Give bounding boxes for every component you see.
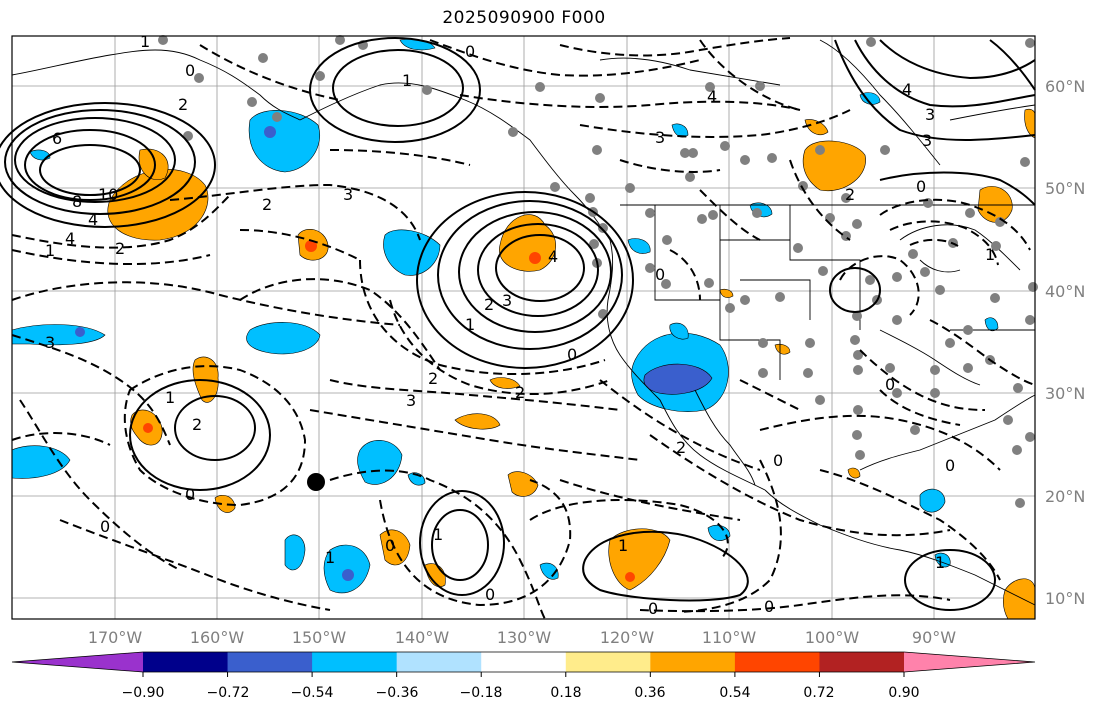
contour-label: 2 [845,185,855,204]
contour-label: 0 [485,585,495,604]
lon-label: 140°W [395,628,450,647]
colorbar-cell [650,652,736,672]
latitude-labels: 60°N 50°N 40°N 30°N 20°N 10°N [1045,77,1085,608]
colorbar-cell [565,652,651,672]
lon-label: 100°W [805,628,860,647]
contour-label: 0 [916,177,926,196]
contour-label: 0 [885,375,895,394]
contour-label: 2 [178,95,188,114]
contour-label: 10 [98,185,118,204]
contour-label: 0 [100,517,110,536]
contour-label: 1 [45,241,55,260]
lon-label: 130°W [497,628,552,647]
colorbar-tick-label: −0.36 [376,685,419,701]
station-markers [158,35,1038,508]
contour-label: 2 [192,415,202,434]
lat-label: 50°N [1045,179,1085,198]
colorbar-tick-label: 0.54 [719,685,750,701]
contour-label: 0 [567,345,577,364]
contour-label: 0 [764,597,774,616]
contour-label: 1 [465,315,475,334]
contour-label: 3 [343,185,353,204]
colorbar-min-extension [12,652,143,672]
lon-label: 120°W [600,628,655,647]
colorbar-tick-label: 0.18 [550,685,581,701]
longitude-labels: 170°W 160°W 150°W 140°W 130°W 120°W 110°… [88,628,956,647]
colorbar-cell [143,652,229,672]
contour-label: 1 [935,553,945,572]
contour-label: 1 [618,536,628,555]
contour-label: 4 [707,87,717,106]
lon-label: 110°W [702,628,757,647]
map-frame [11,35,1036,620]
contour-label: 4 [65,229,75,248]
contour-label: 0 [655,265,665,284]
shaded-field [11,38,1036,620]
contour-label: 0 [945,456,955,475]
lat-label: 60°N [1045,77,1085,96]
contour-label: 8 [72,192,82,211]
lat-label: 30°N [1045,384,1085,403]
contour-label: 0 [185,485,195,504]
contour-label: 2 [515,383,525,402]
coastlines [11,39,1036,606]
contour-label: 3 [406,391,416,410]
contour-label: 6 [52,129,62,148]
solid-contours [0,37,1036,611]
contour-label: 3 [502,291,512,310]
colorbar-cell [819,652,905,672]
lon-label: 170°W [88,628,143,647]
highlighted-point-marker [307,473,325,491]
contour-label: 3 [922,131,932,150]
colorbar-tick-label: −0.18 [460,685,503,701]
map-panel [12,36,1035,619]
colorbar-tick-label: 0.72 [803,685,834,701]
contour-label: 1 [985,245,995,264]
contour-labels: 1 0 2 6 8 10 4 4 2 1 3 2 3 1 0 3 1 2 3 4… [45,32,995,618]
colorbar-tick-label: 0.90 [888,685,919,701]
contour-label: 2 [428,369,438,388]
colorbar-cell [312,652,398,672]
contour-label: 1 [433,525,443,544]
colorbar-tick-label: 0.36 [634,685,665,701]
contour-label: 3 [45,333,55,352]
contour-label: 4 [88,210,98,229]
contour-label: 2 [115,239,125,258]
lat-label: 40°N [1045,282,1085,301]
colorbar-cell [734,652,820,672]
lat-label: 20°N [1045,487,1085,506]
colorbar: −0.90 −0.72 −0.54 −0.36 −0.18 0.18 0.36 … [11,651,1036,701]
contour-label: 0 [465,42,475,61]
lon-label: 160°W [190,628,245,647]
lon-label: 90°W [912,628,956,647]
contour-label: 1 [325,548,335,567]
map-title: 2025090900 F000 [442,8,606,28]
contour-label: 3 [655,128,665,147]
contour-label: 4 [548,247,558,266]
contour-label: 0 [773,451,783,470]
dashed-contours [11,37,1036,620]
contour-label: 2 [484,295,494,314]
lon-label: 150°W [292,628,347,647]
colorbar-cell [481,652,567,672]
colorbar-cell [227,652,313,672]
contour-label: 0 [385,536,395,555]
contour-label: 2 [676,438,686,457]
contour-label: 1 [402,71,412,90]
colorbar-tick-label: −0.90 [122,685,165,701]
contour-label: 0 [185,61,195,80]
contour-label: 3 [925,105,935,124]
contour-label: 1 [165,388,175,407]
lat-label: 10°N [1045,589,1085,608]
contour-label: 1 [140,32,150,51]
colorbar-cell [396,652,482,672]
colorbar-tick-label: −0.72 [207,685,250,701]
contour-label: 4 [902,80,912,99]
colorbar-max-extension [904,652,1035,672]
contour-label: 2 [262,195,272,214]
colorbar-tick-label: −0.54 [291,685,334,701]
contour-label: 0 [648,599,658,618]
